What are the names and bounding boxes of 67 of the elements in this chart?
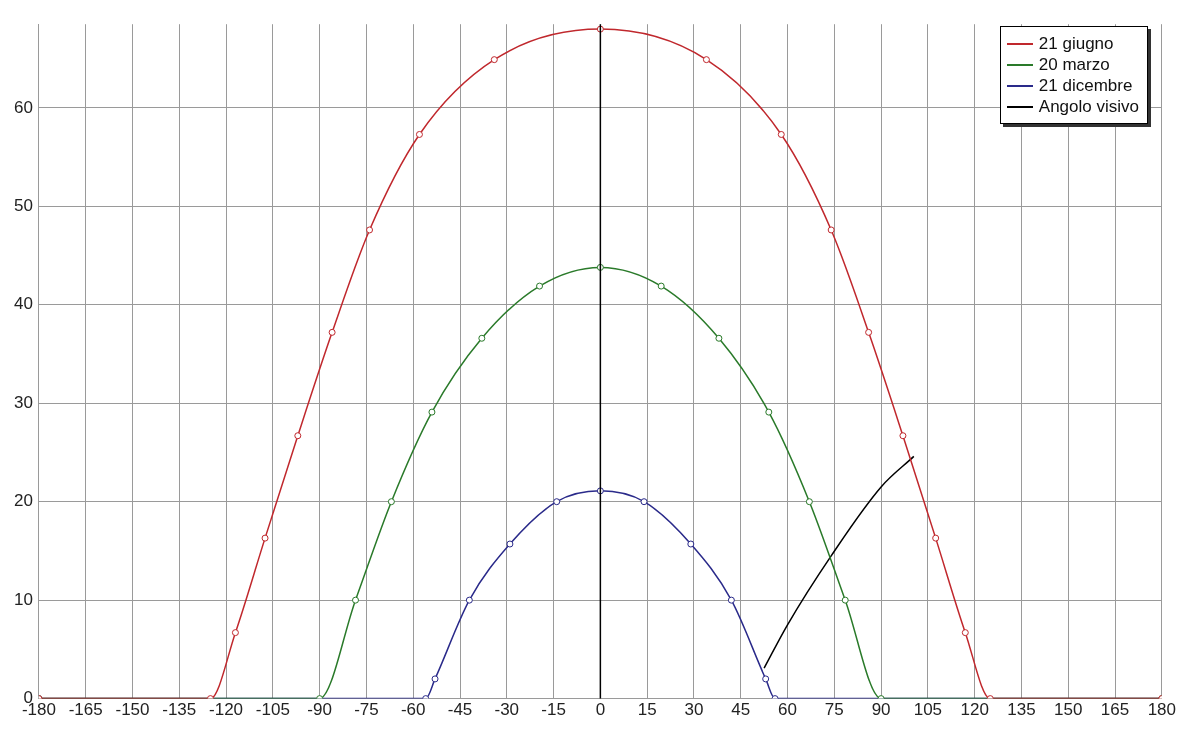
point — [765, 408, 773, 416]
point — [640, 498, 648, 506]
point — [431, 675, 439, 683]
x-tick-label: 15 — [637, 700, 657, 720]
point — [932, 534, 940, 542]
point — [777, 130, 785, 138]
y-tick-label: 60 — [13, 97, 33, 117]
point — [727, 596, 735, 604]
legend-label: Angolo visivo — [1038, 96, 1139, 117]
point — [328, 328, 336, 336]
point — [490, 56, 498, 64]
y-tick-label: 40 — [13, 294, 33, 314]
point — [352, 596, 360, 604]
point — [702, 56, 710, 64]
legend-label: 21 dicembre — [1038, 75, 1133, 96]
legend-label: 21 giugno — [1038, 33, 1114, 54]
point — [805, 498, 813, 506]
x-tick-label: 0 — [595, 700, 606, 720]
y-tick-label: 50 — [13, 196, 33, 216]
point — [827, 226, 835, 234]
x-tick-label: 105 — [913, 700, 943, 720]
point — [428, 408, 436, 416]
y-tick-label: 20 — [13, 491, 33, 511]
x-tick-label: 180 — [1147, 700, 1177, 720]
x-tick-label: 165 — [1100, 700, 1130, 720]
point — [715, 334, 723, 342]
point — [553, 498, 561, 506]
x-tick-label: 150 — [1054, 700, 1083, 720]
x-tick-label: -90 — [307, 700, 332, 720]
y-tick-label: 10 — [13, 589, 33, 609]
point — [294, 432, 302, 440]
point — [366, 226, 374, 234]
point — [231, 629, 239, 637]
point — [899, 432, 907, 440]
x-tick-label: -165 — [68, 700, 103, 720]
line-series — [763, 455, 915, 669]
x-tick-label: -60 — [400, 700, 426, 720]
point — [961, 629, 969, 637]
point — [415, 130, 423, 138]
point — [841, 596, 849, 604]
x-tick-label: 45 — [731, 700, 751, 720]
point — [387, 498, 395, 506]
x-tick-label: -150 — [115, 700, 150, 720]
point — [478, 334, 486, 342]
x-tick-label: -120 — [209, 700, 244, 720]
point — [506, 540, 514, 548]
point — [687, 540, 695, 548]
point — [657, 282, 665, 290]
x-tick-label: 120 — [960, 700, 989, 720]
y-tick-label: 30 — [13, 392, 33, 412]
legend-label: 20 marzo — [1038, 54, 1110, 75]
x-tick-label: 135 — [1007, 700, 1036, 720]
point — [762, 675, 770, 683]
x-tick-label: -45 — [447, 700, 473, 720]
x-tick-label: 30 — [684, 700, 704, 720]
x-tick-label: 75 — [824, 700, 844, 720]
x-tick-label: 90 — [871, 700, 891, 720]
x-tick-label: -30 — [494, 700, 520, 720]
point — [465, 596, 473, 604]
x-tick-label: -15 — [541, 700, 566, 720]
x-tick-label: -105 — [255, 700, 290, 720]
point — [261, 534, 269, 542]
point — [536, 282, 544, 290]
point — [865, 328, 873, 336]
x-tick-label: -75 — [354, 700, 379, 720]
x-tick-label: -135 — [162, 700, 197, 720]
x-tick-label: 60 — [778, 700, 797, 720]
